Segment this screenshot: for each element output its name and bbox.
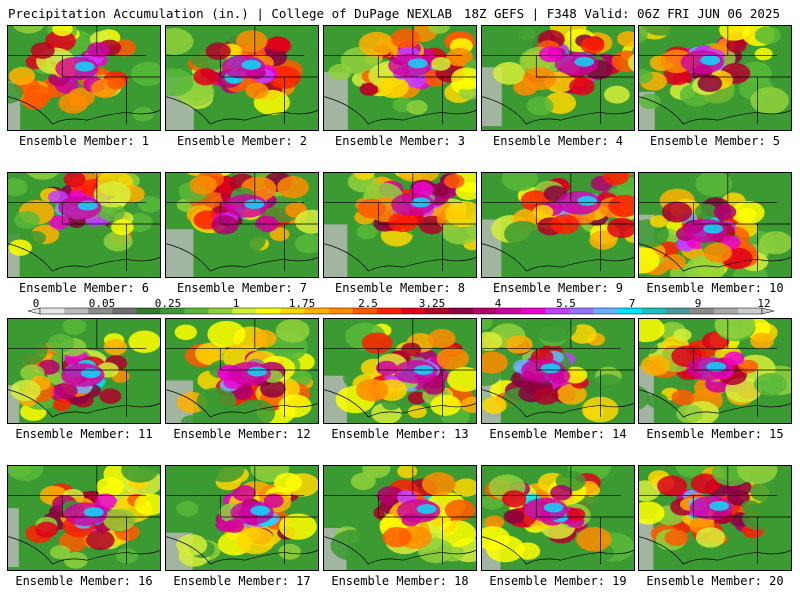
ensemble-member-label: Ensemble Member: 7 bbox=[176, 281, 308, 295]
color-bar-tick-label: 12 bbox=[757, 297, 771, 310]
color-bar-segment bbox=[617, 308, 642, 314]
color-bar-segment bbox=[352, 308, 378, 314]
ensemble-member-label: Ensemble Member: 15 bbox=[646, 427, 784, 441]
color-bar-segment bbox=[641, 308, 667, 314]
ensemble-member-label: Ensemble Member: 6 bbox=[18, 281, 150, 295]
ensemble-member-label: Ensemble Member: 13 bbox=[331, 427, 469, 441]
color-bar-segment bbox=[136, 308, 161, 314]
color-bar-segment bbox=[473, 308, 498, 314]
ensemble-member-map bbox=[481, 465, 635, 571]
ensemble-member-map bbox=[323, 465, 477, 571]
color-bar-segment bbox=[160, 308, 185, 314]
ensemble-member-label: Ensemble Member: 9 bbox=[492, 281, 624, 295]
ensemble-member-map bbox=[638, 25, 792, 131]
color-bar-segment bbox=[376, 308, 402, 314]
ensemble-member-map bbox=[165, 25, 319, 131]
ensemble-member-label: Ensemble Member: 10 bbox=[646, 281, 784, 295]
color-bar-segment bbox=[449, 308, 474, 314]
ensemble-member-label: Ensemble Member: 5 bbox=[649, 134, 781, 148]
ensemble-member-map bbox=[638, 172, 792, 278]
ensemble-member-map bbox=[7, 465, 161, 571]
map-title: Precipitation Accumulation (in.) | Colle… bbox=[8, 6, 453, 21]
color-bar-segment bbox=[112, 308, 137, 314]
color-bar bbox=[27, 307, 775, 315]
color-bar-tick-label: 4 bbox=[494, 297, 502, 310]
color-bar-tick-label: 0.25 bbox=[154, 297, 182, 310]
ensemble-member-label: Ensemble Member: 1 bbox=[18, 134, 150, 148]
ensemble-member-map bbox=[481, 318, 635, 424]
color-bar-segment bbox=[737, 308, 763, 314]
ensemble-member-map bbox=[323, 318, 477, 424]
color-bar-tick-label: 1.75 bbox=[288, 297, 316, 310]
ensemble-member-map bbox=[481, 25, 635, 131]
color-bar-segment bbox=[40, 308, 65, 314]
color-bar-segment bbox=[425, 308, 450, 314]
ensemble-member-map bbox=[323, 25, 477, 131]
color-bar-tick-label: 5.5 bbox=[556, 297, 576, 310]
ensemble-member-map bbox=[165, 318, 319, 424]
color-bar-segment bbox=[184, 308, 209, 314]
ensemble-member-label: Ensemble Member: 4 bbox=[492, 134, 624, 148]
color-bar-segment bbox=[88, 308, 113, 314]
color-bar-segment bbox=[713, 308, 739, 314]
color-bar-segment bbox=[256, 308, 281, 314]
ensemble-member-label: Ensemble Member: 19 bbox=[489, 574, 627, 588]
ensemble-member-map bbox=[165, 172, 319, 278]
color-bar-segment bbox=[689, 308, 715, 314]
color-bar-segment bbox=[545, 308, 570, 314]
ensemble-member-map bbox=[638, 465, 792, 571]
ensemble-member-label: Ensemble Member: 12 bbox=[173, 427, 311, 441]
ensemble-member-label: Ensemble Member: 17 bbox=[173, 574, 311, 588]
model-valid-time: 18Z GEFS | F348 Valid: 06Z FRI JUN 06 20… bbox=[463, 6, 780, 21]
color-bar-segment bbox=[521, 308, 546, 314]
ensemble-member-map bbox=[7, 172, 161, 278]
color-bar-segment bbox=[497, 308, 522, 314]
ensemble-member-map bbox=[481, 172, 635, 278]
color-bar-tick-label: 7 bbox=[628, 297, 636, 310]
color-bar-segment bbox=[232, 308, 257, 314]
ensemble-member-label: Ensemble Member: 18 bbox=[331, 574, 469, 588]
color-bar-segment bbox=[304, 308, 330, 314]
ensemble-member-map bbox=[165, 465, 319, 571]
ensemble-member-label: Ensemble Member: 16 bbox=[15, 574, 153, 588]
ensemble-member-map bbox=[323, 172, 477, 278]
color-bar-segment bbox=[593, 308, 618, 314]
ensemble-member-map bbox=[638, 318, 792, 424]
ensemble-member-label: Ensemble Member: 2 bbox=[176, 134, 308, 148]
ensemble-member-map bbox=[7, 318, 161, 424]
color-bar-segment bbox=[328, 308, 354, 314]
ensemble-member-label: Ensemble Member: 20 bbox=[646, 574, 784, 588]
ensemble-member-map bbox=[7, 25, 161, 131]
color-bar-segment bbox=[280, 308, 306, 314]
color-bar-tick-label: 0.05 bbox=[88, 297, 116, 310]
color-bar-tick-label: 9 bbox=[694, 297, 702, 310]
ensemble-member-label: Ensemble Member: 14 bbox=[489, 427, 627, 441]
color-bar-segment bbox=[208, 308, 233, 314]
color-bar-tick-label: 2.5 bbox=[358, 297, 378, 310]
color-bar-tick-label: 3.25 bbox=[418, 297, 446, 310]
color-bar-tick-label: 1 bbox=[232, 297, 240, 310]
ensemble-member-label: Ensemble Member: 8 bbox=[334, 281, 466, 295]
color-bar-segment bbox=[665, 308, 691, 314]
color-bar-segment bbox=[64, 308, 89, 314]
ensemble-member-label: Ensemble Member: 3 bbox=[334, 134, 466, 148]
color-bar-segment bbox=[569, 308, 594, 314]
color-bar-segment bbox=[401, 308, 426, 314]
ensemble-member-label: Ensemble Member: 11 bbox=[15, 427, 153, 441]
color-bar-right-arrow bbox=[761, 307, 775, 315]
color-bar-tick-label: 0 bbox=[32, 297, 40, 310]
